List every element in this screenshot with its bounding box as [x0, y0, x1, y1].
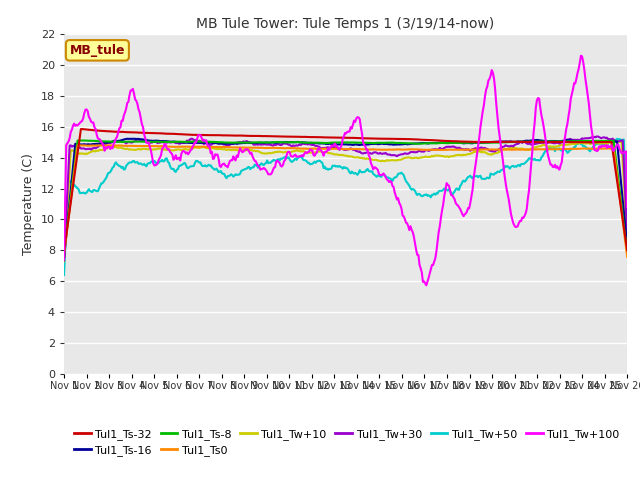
Tul1_Tw+50 [610, 137, 618, 143]
Tul1_Tw+30 [611, 138, 619, 144]
Line: Tul1_Tw+30: Tul1_Tw+30 [64, 136, 627, 261]
Legend: Tul1_Ts-32, Tul1_Ts-16, Tul1_Ts-8, Tul1_Ts0, Tul1_Tw+10, Tul1_Tw+30, Tul1_Tw+50,: Tul1_Ts-32, Tul1_Ts-16, Tul1_Ts-8, Tul1_… [70, 424, 624, 460]
Tul1_Ts-32 [366, 135, 374, 141]
Tul1_Ts-8 [366, 140, 374, 146]
Tul1_Ts0 [329, 146, 337, 152]
Tul1_Ts-16 [332, 142, 340, 147]
Tul1_Ts0 [397, 147, 404, 153]
Tul1_Ts-16 [329, 141, 337, 147]
Tul1_Ts0 [366, 146, 374, 152]
Tul1_Ts-32 [329, 134, 337, 140]
Tul1_Tw+100 [623, 204, 631, 210]
Tul1_Ts-8 [60, 250, 68, 256]
Tul1_Ts0 [623, 254, 631, 260]
Line: Tul1_Tw+50: Tul1_Tw+50 [64, 139, 627, 275]
Tul1_Ts-8 [623, 250, 631, 256]
Tul1_Tw+100 [60, 256, 68, 262]
Tul1_Tw+10 [623, 237, 631, 242]
Tul1_Tw+50 [613, 136, 621, 142]
Tul1_Tw+50 [328, 166, 335, 171]
Tul1_Tw+30 [522, 140, 529, 145]
Tul1_Tw+10 [365, 156, 372, 162]
Tul1_Tw+10 [331, 152, 339, 157]
Tul1_Ts-32 [623, 248, 631, 253]
Line: Tul1_Tw+10: Tul1_Tw+10 [64, 142, 627, 261]
Tul1_Ts-32 [77, 126, 84, 132]
Tul1_Tw+10 [396, 157, 403, 163]
Tul1_Ts-32 [523, 139, 531, 145]
Tul1_Ts-8 [397, 140, 404, 146]
Line: Tul1_Tw+100: Tul1_Tw+100 [64, 56, 627, 285]
Tul1_Tw+100 [577, 53, 585, 59]
Tul1_Ts-16 [124, 136, 131, 142]
Y-axis label: Temperature (C): Temperature (C) [22, 153, 35, 255]
Tul1_Ts-16 [623, 243, 631, 249]
Tul1_Tw+10 [328, 151, 335, 156]
Tul1_Tw+50 [522, 159, 529, 165]
Tul1_Tw+30 [328, 145, 335, 151]
Tul1_Tw+50 [623, 228, 631, 233]
Tul1_Tw+30 [396, 152, 403, 158]
Tul1_Tw+30 [593, 133, 600, 139]
Tul1_Tw+50 [331, 163, 339, 168]
Tul1_Tw+30 [365, 150, 372, 156]
Tul1_Tw+100 [328, 143, 335, 148]
Tul1_Tw+100 [523, 206, 531, 212]
Tul1_Tw+100 [331, 141, 339, 146]
Tul1_Tw+30 [623, 231, 631, 237]
Tul1_Ts0 [332, 146, 340, 152]
Tul1_Tw+10 [610, 139, 618, 145]
Tul1_Tw+10 [613, 139, 621, 144]
Tul1_Ts0 [60, 252, 68, 258]
Line: Tul1_Ts-8: Tul1_Ts-8 [64, 141, 627, 253]
Tul1_Tw+30 [331, 144, 339, 150]
Tul1_Tw+100 [365, 152, 372, 158]
Line: Tul1_Ts-32: Tul1_Ts-32 [64, 129, 627, 252]
Tul1_Ts-16 [523, 138, 531, 144]
Tul1_Ts0 [523, 146, 531, 152]
Tul1_Tw+30 [60, 258, 68, 264]
Line: Tul1_Ts0: Tul1_Ts0 [64, 145, 627, 257]
Tul1_Ts-8 [523, 139, 531, 144]
Tul1_Ts0 [74, 143, 81, 148]
Tul1_Ts-32 [60, 249, 68, 254]
Tul1_Ts-8 [329, 140, 337, 145]
Tul1_Ts-16 [611, 139, 619, 144]
Text: MB_tule: MB_tule [70, 44, 125, 57]
Title: MB Tule Tower: Tule Temps 1 (3/19/14-now): MB Tule Tower: Tule Temps 1 (3/19/14-now… [196, 17, 495, 31]
Tul1_Tw+50 [365, 168, 372, 174]
Tul1_Ts-16 [60, 256, 68, 262]
Tul1_Ts-32 [611, 162, 619, 168]
Tul1_Ts-16 [397, 142, 404, 147]
Tul1_Ts-8 [332, 140, 340, 145]
Tul1_Ts-32 [397, 136, 404, 142]
Tul1_Ts-32 [332, 135, 340, 141]
Tul1_Tw+10 [60, 258, 68, 264]
Tul1_Tw+50 [60, 272, 68, 278]
Tul1_Ts-8 [78, 138, 86, 144]
Line: Tul1_Ts-16: Tul1_Ts-16 [64, 139, 627, 259]
Tul1_Tw+100 [422, 282, 430, 288]
Tul1_Ts-8 [611, 147, 619, 153]
Tul1_Tw+10 [522, 147, 529, 153]
Tul1_Tw+100 [612, 144, 620, 150]
Tul1_Tw+50 [396, 170, 403, 176]
Tul1_Tw+100 [396, 200, 403, 206]
Tul1_Ts-16 [366, 141, 374, 147]
Tul1_Ts0 [611, 155, 619, 160]
